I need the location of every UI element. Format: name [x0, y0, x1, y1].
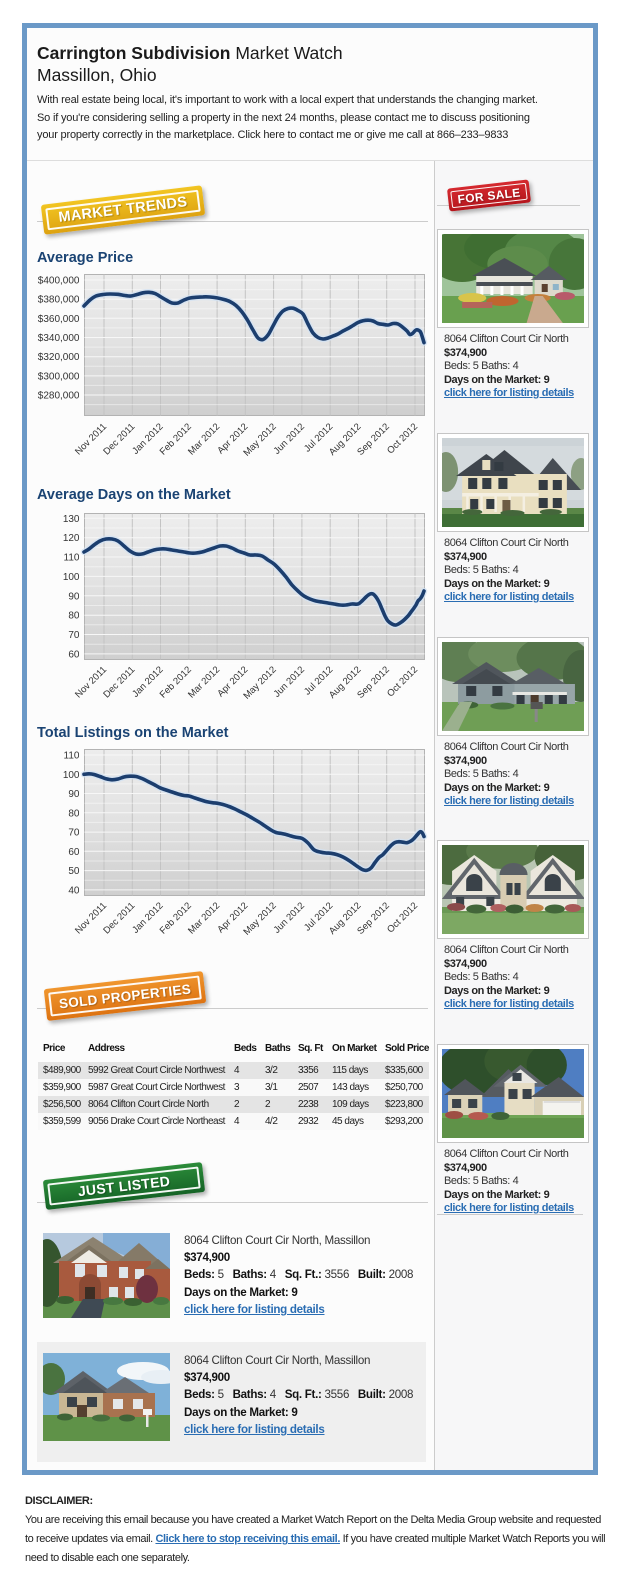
svg-text:130: 130 — [63, 514, 80, 525]
svg-text:100: 100 — [63, 572, 80, 583]
svg-text:Oct 2012: Oct 2012 — [385, 421, 420, 456]
svg-text:40: 40 — [68, 885, 80, 896]
svg-text:90: 90 — [68, 789, 80, 800]
svg-text:120: 120 — [63, 533, 80, 544]
svg-text:Jun 2012: Jun 2012 — [272, 900, 307, 935]
svg-text:$320,000: $320,000 — [38, 352, 80, 363]
svg-text:$360,000: $360,000 — [38, 314, 80, 325]
svg-text:60: 60 — [68, 649, 80, 660]
svg-text:Oct 2012: Oct 2012 — [385, 900, 420, 935]
svg-text:$400,000: $400,000 — [38, 276, 80, 287]
svg-text:70: 70 — [68, 630, 80, 641]
svg-text:Jun 2012: Jun 2012 — [272, 664, 307, 699]
svg-text:100: 100 — [63, 770, 80, 781]
svg-text:$280,000: $280,000 — [38, 391, 80, 402]
svg-text:Oct 2012: Oct 2012 — [385, 664, 420, 699]
svg-text:$300,000: $300,000 — [38, 371, 80, 382]
svg-text:110: 110 — [64, 751, 80, 762]
svg-text:110: 110 — [64, 553, 80, 564]
svg-text:60: 60 — [68, 847, 80, 858]
svg-text:$380,000: $380,000 — [38, 295, 80, 306]
svg-text:$340,000: $340,000 — [38, 333, 80, 344]
svg-text:70: 70 — [68, 828, 80, 839]
svg-text:80: 80 — [68, 808, 80, 819]
svg-text:Jun 2012: Jun 2012 — [272, 421, 307, 456]
svg-text:50: 50 — [68, 866, 80, 877]
svg-text:90: 90 — [68, 591, 80, 602]
svg-text:80: 80 — [68, 611, 80, 622]
